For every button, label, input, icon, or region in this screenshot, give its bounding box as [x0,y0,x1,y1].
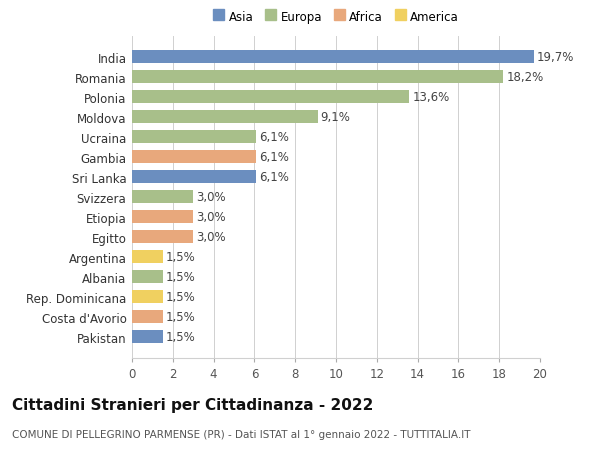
Bar [132,131,256,144]
Text: 18,2%: 18,2% [506,71,544,84]
Text: 6,1%: 6,1% [260,131,289,144]
Text: 19,7%: 19,7% [537,51,574,64]
Text: 3,0%: 3,0% [196,191,226,204]
Bar [132,51,534,64]
Text: 1,5%: 1,5% [166,291,196,303]
Text: 13,6%: 13,6% [413,91,450,104]
Bar [132,291,163,303]
Bar [132,71,503,84]
Text: 6,1%: 6,1% [260,151,289,164]
Text: COMUNE DI PELLEGRINO PARMENSE (PR) - Dati ISTAT al 1° gennaio 2022 - TUTTITALIA.: COMUNE DI PELLEGRINO PARMENSE (PR) - Dat… [12,429,470,439]
Bar [132,271,163,284]
Text: 1,5%: 1,5% [166,330,196,343]
Text: 1,5%: 1,5% [166,310,196,324]
Bar [132,211,193,224]
Bar [132,330,163,343]
Text: 3,0%: 3,0% [196,211,226,224]
Text: 1,5%: 1,5% [166,271,196,284]
Bar [132,91,409,104]
Bar [132,191,193,204]
Bar [132,311,163,324]
Text: 1,5%: 1,5% [166,251,196,263]
Bar [132,231,193,244]
Bar [132,171,256,184]
Legend: Asia, Europa, Africa, America: Asia, Europa, Africa, America [213,11,459,23]
Bar [132,151,256,164]
Bar [132,251,163,263]
Bar [132,111,317,124]
Text: 6,1%: 6,1% [260,171,289,184]
Text: 9,1%: 9,1% [321,111,350,124]
Text: Cittadini Stranieri per Cittadinanza - 2022: Cittadini Stranieri per Cittadinanza - 2… [12,397,373,412]
Text: 3,0%: 3,0% [196,231,226,244]
